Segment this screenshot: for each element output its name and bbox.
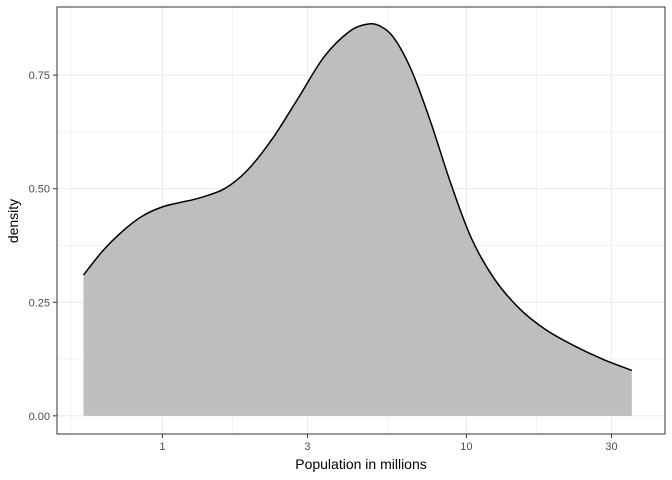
y-tick-label: 0.00 — [29, 411, 50, 423]
x-tick-label: 3 — [304, 441, 310, 453]
y-tick-label: 0.50 — [29, 184, 50, 196]
x-axis-title: Population in millions — [295, 456, 427, 472]
y-tick-label: 0.25 — [29, 297, 50, 309]
y-tick-label: 0.75 — [29, 70, 50, 82]
x-tick-label: 10 — [460, 441, 472, 453]
x-tick-label: 30 — [605, 441, 617, 453]
x-tick-label: 1 — [159, 441, 165, 453]
y-axis-title: density — [5, 199, 21, 243]
